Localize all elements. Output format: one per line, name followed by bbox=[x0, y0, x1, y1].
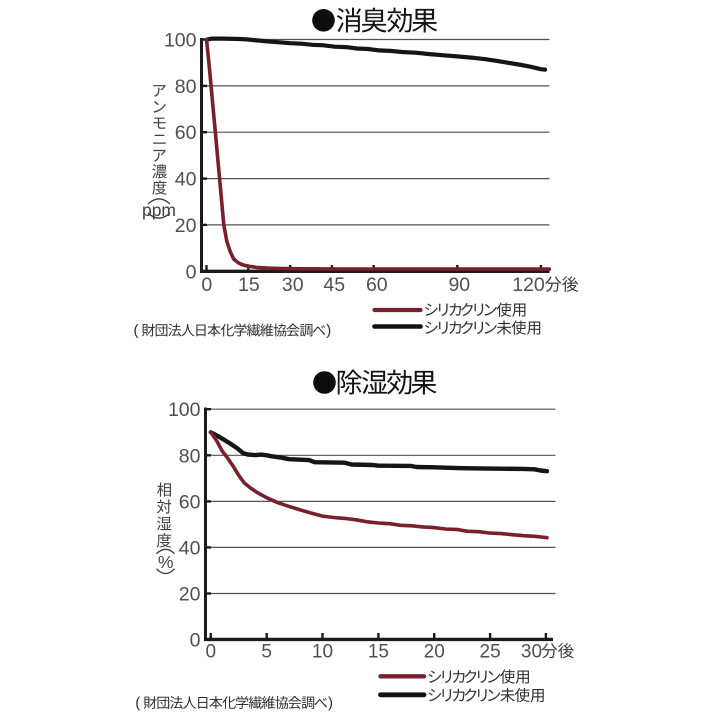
svg-text:0: 0 bbox=[206, 642, 217, 663]
svg-text:15: 15 bbox=[238, 274, 260, 296]
svg-text:90: 90 bbox=[448, 274, 470, 296]
svg-text:25: 25 bbox=[480, 642, 501, 663]
svg-text:): ) bbox=[328, 695, 333, 712]
svg-text:40: 40 bbox=[175, 169, 197, 191]
svg-text:ppm: ppm bbox=[142, 200, 176, 220]
svg-text:10: 10 bbox=[312, 642, 333, 663]
svg-text:40: 40 bbox=[179, 537, 201, 559]
svg-text:100: 100 bbox=[164, 30, 197, 52]
svg-text:60: 60 bbox=[366, 274, 388, 296]
svg-text:30: 30 bbox=[521, 642, 542, 663]
svg-text:0: 0 bbox=[201, 274, 212, 296]
svg-text:80: 80 bbox=[175, 76, 197, 98]
svg-text:45: 45 bbox=[323, 274, 345, 296]
svg-text:0: 0 bbox=[186, 261, 197, 283]
svg-text:20: 20 bbox=[175, 215, 197, 237]
svg-text:(: ( bbox=[135, 695, 140, 712]
svg-text:60: 60 bbox=[179, 491, 201, 513]
svg-text:%: % bbox=[158, 552, 174, 572]
svg-text:30: 30 bbox=[282, 274, 304, 296]
svg-text:100: 100 bbox=[168, 399, 201, 421]
svg-text:5: 5 bbox=[261, 642, 272, 663]
svg-text:120: 120 bbox=[512, 274, 545, 296]
svg-text:20: 20 bbox=[179, 584, 201, 606]
svg-text:20: 20 bbox=[424, 642, 445, 663]
svg-text:): ) bbox=[326, 322, 331, 339]
svg-text:60: 60 bbox=[175, 122, 197, 144]
svg-text:0: 0 bbox=[190, 630, 201, 652]
svg-text:(: ( bbox=[134, 322, 139, 339]
svg-text:15: 15 bbox=[368, 642, 389, 663]
svg-text:80: 80 bbox=[179, 445, 201, 467]
